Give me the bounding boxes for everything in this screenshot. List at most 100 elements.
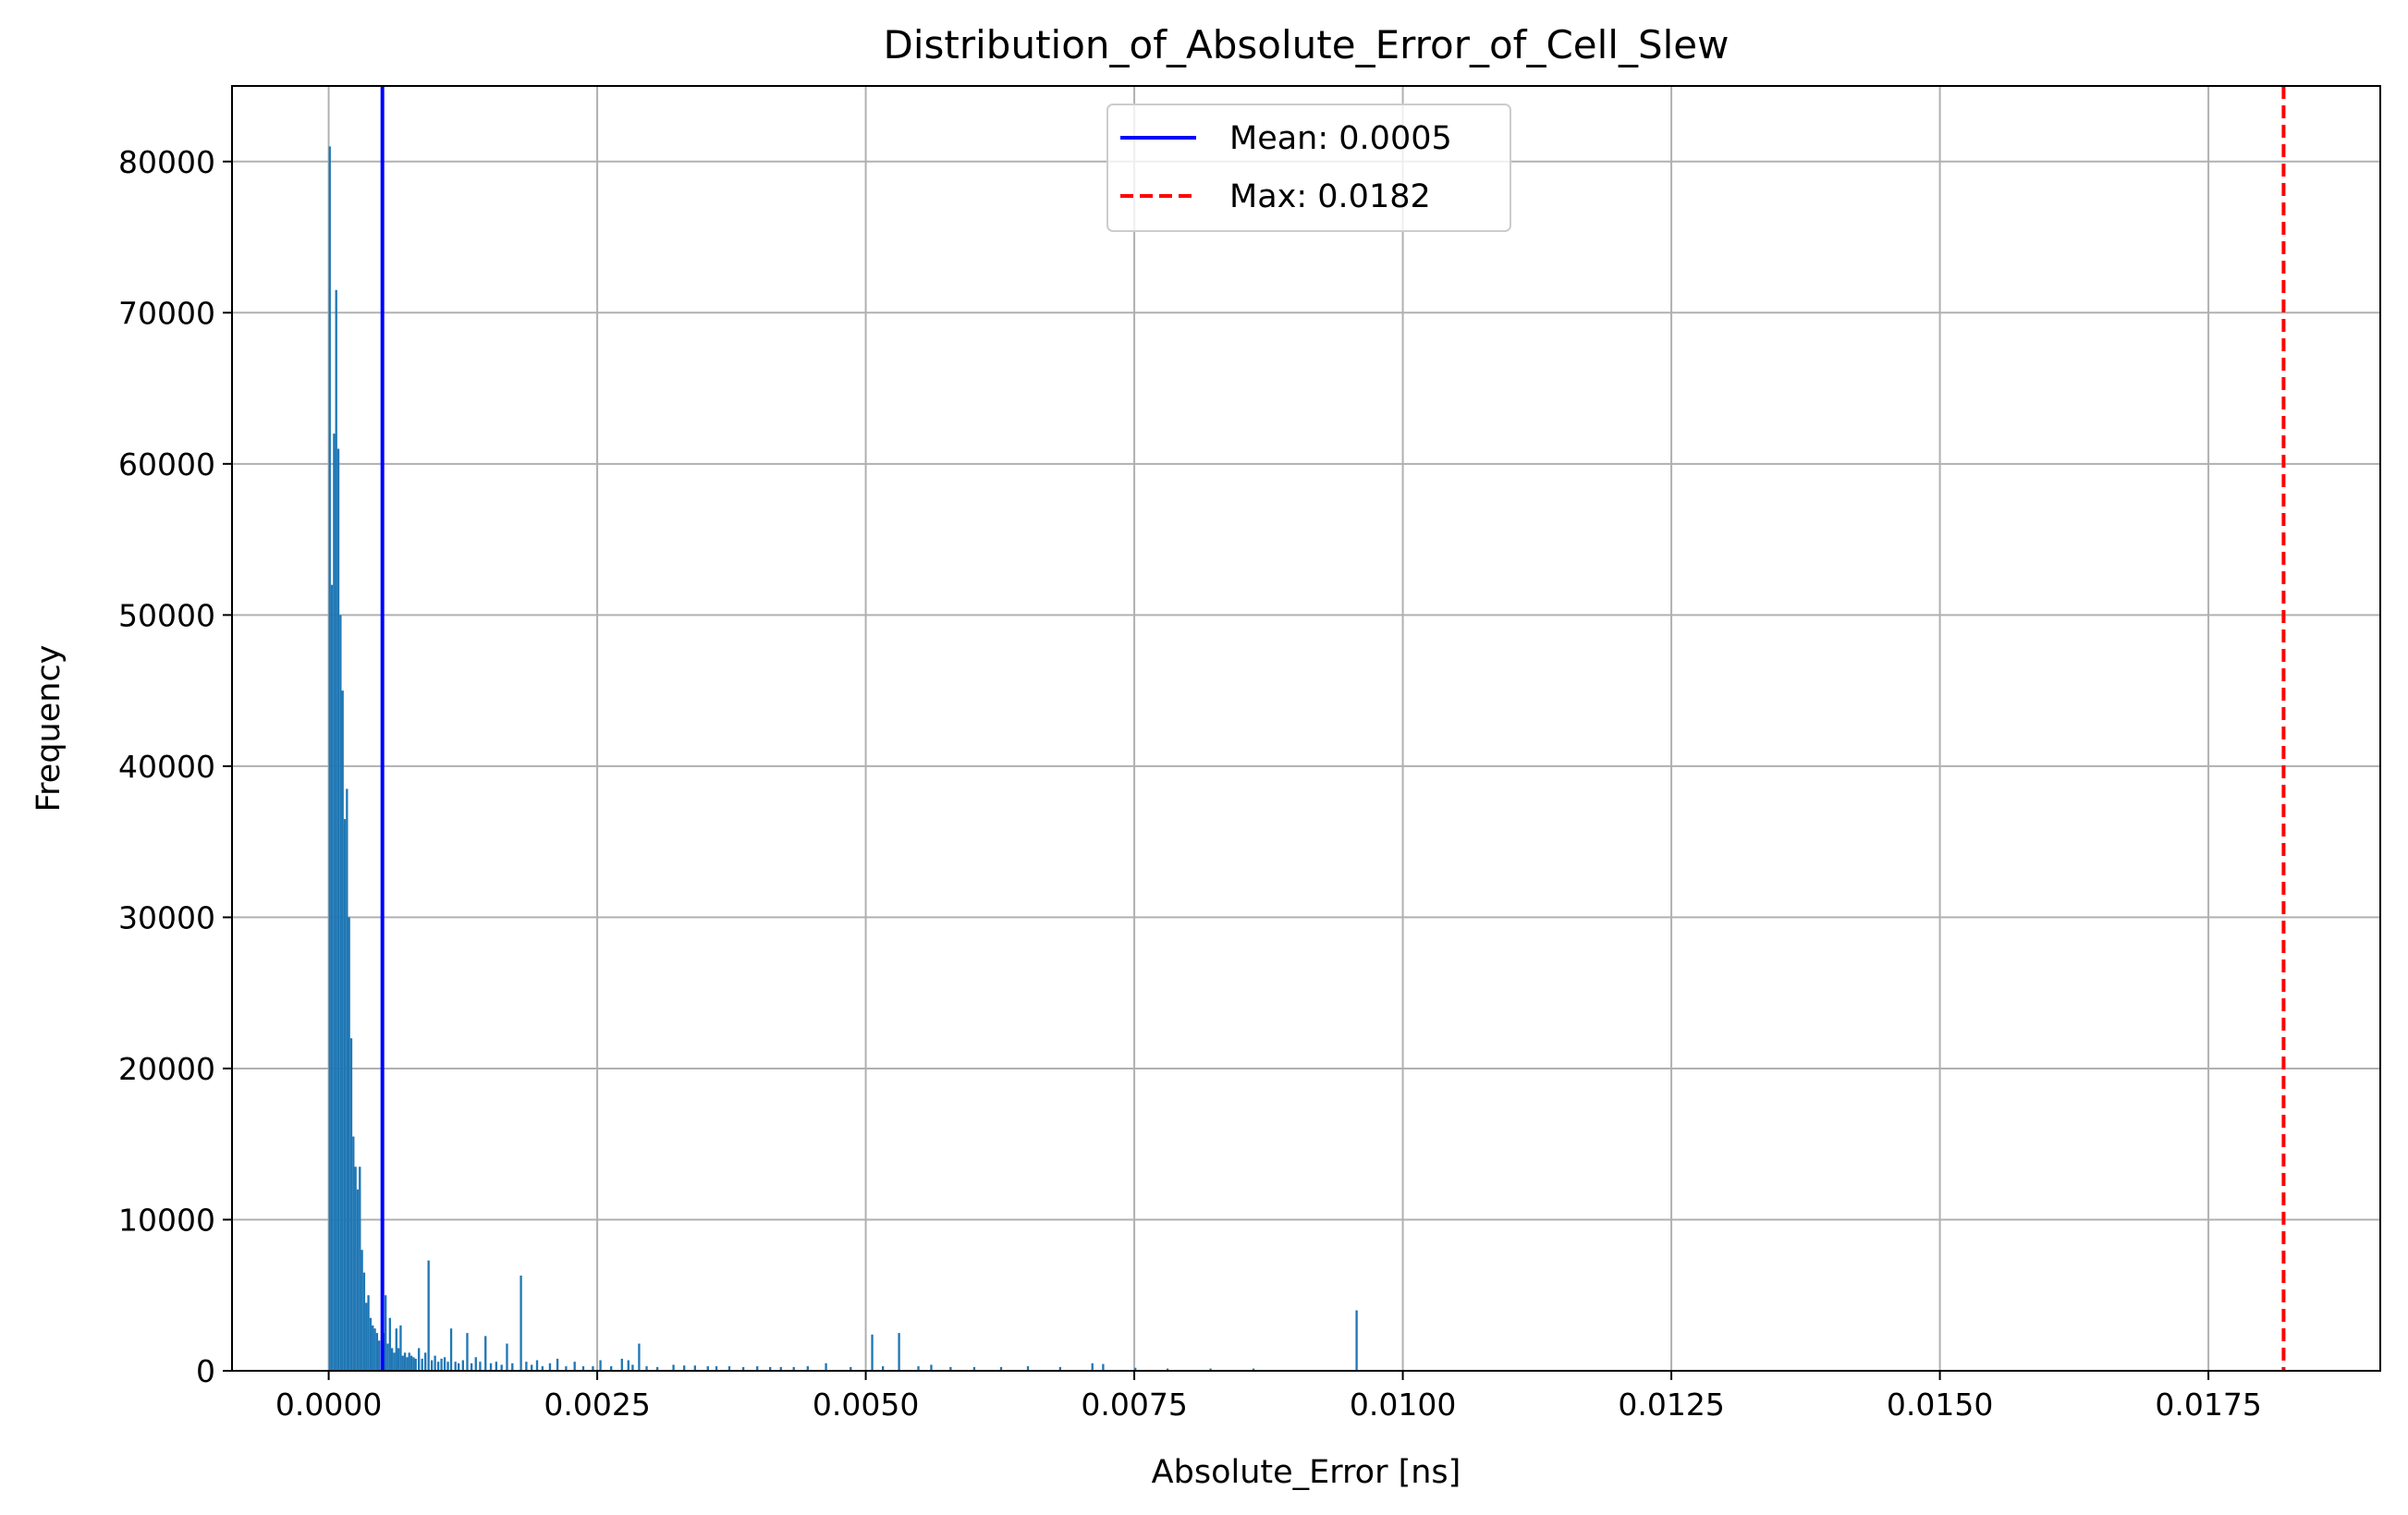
- histogram-bar: [999, 1366, 1003, 1371]
- histogram-bar: [406, 1357, 409, 1371]
- x-tick-label: 0.0125: [1618, 1387, 1724, 1423]
- histogram-bar: [1091, 1362, 1094, 1371]
- histogram-bar: [362, 1272, 366, 1371]
- x-tick-label: 0.0025: [544, 1387, 650, 1423]
- histogram-bar: [741, 1366, 745, 1371]
- histogram-bar: [706, 1366, 709, 1371]
- histogram-bar: [1166, 1368, 1169, 1371]
- axis-ticks: 0.0000 0.0025 0.0050 0.0075 0.0100 0.0125 0.01…: [118, 144, 2262, 1423]
- histogram-bar: [333, 434, 336, 1371]
- histogram-bar: [352, 1136, 355, 1371]
- histogram-bar: [769, 1366, 772, 1371]
- histogram-bar: [479, 1362, 482, 1371]
- x-tick-label: 0.0000: [275, 1387, 382, 1423]
- histogram-bar: [525, 1362, 528, 1371]
- x-axis-label: Absolute_Error [ns]: [1152, 1454, 1461, 1491]
- histogram-bar: [361, 1250, 363, 1371]
- histogram-bar: [354, 1167, 357, 1371]
- histogram-bar: [346, 788, 348, 1371]
- histogram-bar: [1355, 1310, 1358, 1371]
- histogram-bar: [1102, 1363, 1105, 1371]
- histogram-bar: [715, 1366, 718, 1371]
- histogram-bar: [599, 1360, 602, 1371]
- histogram-bar: [645, 1366, 648, 1371]
- histogram-bar: [436, 1362, 440, 1371]
- y-tick-label: 10000: [118, 1202, 215, 1238]
- histogram-bar: [388, 1317, 391, 1371]
- histogram-bar: [683, 1365, 686, 1371]
- x-tick-label: 0.0100: [1350, 1387, 1456, 1423]
- histogram-bar: [372, 1325, 374, 1371]
- histogram-bar: [449, 1328, 453, 1371]
- histogram-bar: [535, 1360, 539, 1371]
- x-tick-label: 0.0075: [1081, 1387, 1187, 1423]
- y-tick-label: 0: [196, 1353, 215, 1389]
- histogram-bar: [339, 615, 342, 1371]
- histogram-bar: [328, 146, 331, 1372]
- histogram-bar: [385, 1295, 387, 1371]
- histogram-bar: [399, 1325, 402, 1371]
- histogram-bar: [541, 1366, 544, 1371]
- histogram-bar: [390, 1348, 394, 1371]
- x-tick-label: 0.0175: [2155, 1387, 2261, 1423]
- histogram-bar: [401, 1355, 404, 1371]
- histogram-bar: [386, 1343, 389, 1371]
- histogram-bar: [917, 1366, 920, 1371]
- histogram-bar: [418, 1348, 421, 1371]
- histogram-bar: [519, 1275, 522, 1371]
- histogram-bar: [356, 1189, 360, 1371]
- legend-box: [1106, 104, 1511, 232]
- histogram-bar: [882, 1366, 885, 1371]
- histogram-bar: [592, 1366, 594, 1371]
- histogram-bar: [1026, 1366, 1030, 1371]
- histogram-bar: [423, 1352, 427, 1371]
- histogram-bar: [446, 1362, 449, 1371]
- histogram-bar: [430, 1360, 434, 1371]
- histogram-bar: [672, 1364, 675, 1371]
- histogram-bar: [403, 1352, 407, 1371]
- y-tick-label: 70000: [118, 295, 215, 331]
- histogram-bars: [328, 146, 1358, 1372]
- chart-title: Distribution_of_Absolute_Error_of_Cell_S…: [884, 22, 1730, 67]
- histogram-bar: [610, 1366, 613, 1371]
- x-tick-label: 0.0050: [813, 1387, 919, 1423]
- histogram-bar: [440, 1358, 443, 1371]
- histogram-bar: [330, 584, 334, 1371]
- histogram-bar: [825, 1362, 827, 1371]
- y-tick-label: 60000: [118, 446, 215, 483]
- plot-frame: [231, 85, 2381, 1372]
- histogram-bar: [531, 1364, 533, 1371]
- histogram-bar: [409, 1355, 413, 1371]
- histogram-bar: [348, 917, 350, 1371]
- histogram-bar: [573, 1362, 576, 1371]
- histogram-bar: [375, 1333, 379, 1371]
- histogram-bar: [341, 690, 344, 1371]
- legend-max-label: Max: 0.0182: [1229, 178, 1431, 215]
- histogram-bar: [693, 1365, 696, 1371]
- histogram-bar: [466, 1333, 469, 1371]
- histogram-bar: [581, 1366, 585, 1371]
- legend-mean-label: Mean: 0.0005: [1229, 120, 1452, 157]
- histogram-bar: [620, 1358, 623, 1371]
- histogram-bar: [489, 1362, 493, 1371]
- histogram-bar: [470, 1362, 473, 1371]
- histogram-bar: [373, 1328, 376, 1371]
- histogram-bar: [349, 1038, 353, 1371]
- histogram-bar: [565, 1366, 568, 1371]
- histogram-bar: [412, 1357, 415, 1371]
- histogram-bar: [627, 1360, 630, 1371]
- histogram-bar: [367, 1295, 370, 1371]
- histogram-bar: [408, 1352, 410, 1371]
- histogram-bar: [484, 1336, 487, 1371]
- histogram-bar: [427, 1260, 430, 1371]
- histogram-bar: [397, 1348, 400, 1371]
- legend: Mean: 0.0005 Max: 0.0182: [1106, 104, 1511, 232]
- histogram-bar: [500, 1364, 503, 1371]
- y-tick-label: 30000: [118, 899, 215, 935]
- histogram-bar: [443, 1357, 446, 1371]
- y-axis-label: Frequency: [31, 645, 67, 812]
- histogram-bar: [1252, 1368, 1255, 1371]
- histogram-bar: [434, 1355, 436, 1371]
- histogram-bar: [556, 1358, 559, 1371]
